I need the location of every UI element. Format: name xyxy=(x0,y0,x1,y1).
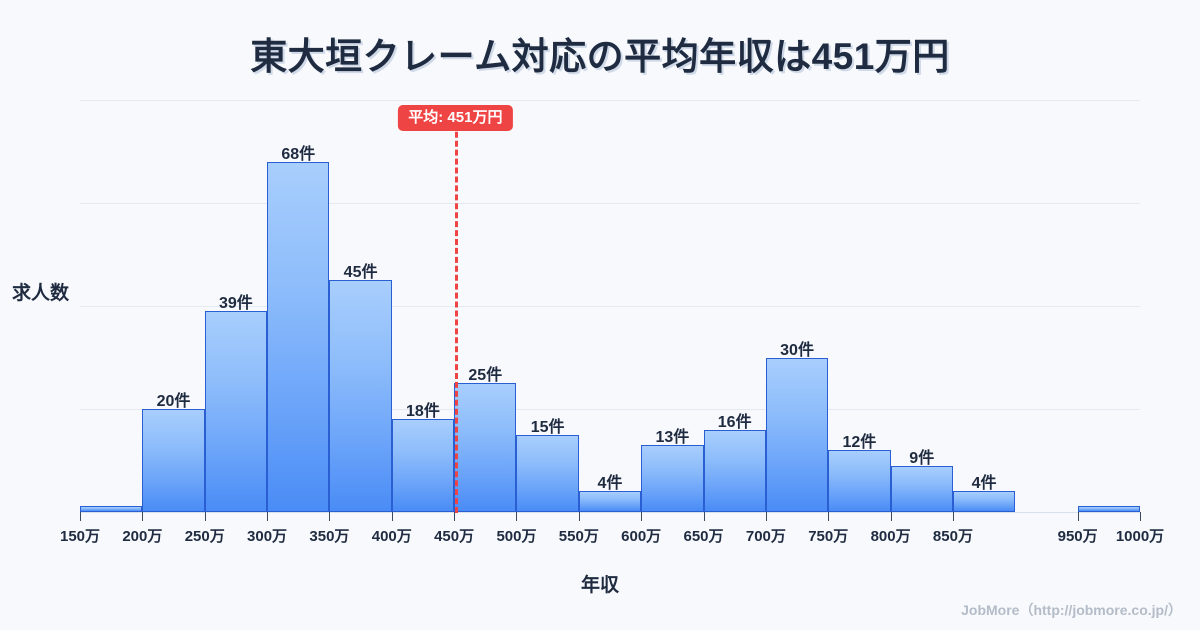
bar[interactable] xyxy=(828,450,891,512)
x-axis-tick-label: 800万 xyxy=(870,528,911,545)
x-axis-tick-label: 400万 xyxy=(371,528,412,545)
bar-value-label: 68件 xyxy=(281,145,316,163)
bar[interactable] xyxy=(952,491,1016,512)
x-axis-tick-label: 200万 xyxy=(122,528,163,545)
x-axis-tick xyxy=(890,512,892,521)
x-axis-tick xyxy=(267,512,269,521)
average-line xyxy=(455,105,459,513)
bar[interactable] xyxy=(516,434,579,512)
gridline xyxy=(80,100,1140,101)
gridline xyxy=(80,203,1140,204)
bar[interactable] xyxy=(267,161,330,512)
x-axis-tick-label: 300万 xyxy=(247,528,288,545)
x-axis-tick xyxy=(765,512,767,521)
average-badge: 平均: 451万円 xyxy=(398,105,513,132)
footer-credit: JobMore（http://jobmore.co.jp/） xyxy=(961,602,1182,618)
bar[interactable] xyxy=(80,506,143,512)
x-axis-tick xyxy=(454,512,456,521)
x-axis-tick-label: 700万 xyxy=(745,528,786,545)
bar[interactable] xyxy=(765,357,829,512)
x-axis-tick-label: 600万 xyxy=(621,528,662,545)
bar-value-label: 16件 xyxy=(717,413,752,431)
x-axis-tick xyxy=(516,512,518,521)
bar-value-label: 4件 xyxy=(597,475,623,493)
bar-value-label: 25件 xyxy=(468,367,503,385)
x-axis-tick-label: 850万 xyxy=(932,528,973,545)
bar[interactable] xyxy=(454,383,517,512)
x-axis-tick-label: 1000万 xyxy=(1115,528,1165,545)
bar[interactable] xyxy=(1077,506,1140,512)
x-axis-tick-label: 950万 xyxy=(1057,528,1098,545)
x-axis-tick xyxy=(952,512,954,521)
y-axis-title: 求人数 xyxy=(12,283,70,304)
x-axis-tick xyxy=(80,512,81,521)
bar[interactable] xyxy=(641,445,704,512)
x-axis-tick-label: 750万 xyxy=(808,528,849,545)
bar-value-label: 12件 xyxy=(842,434,877,452)
bar-value-label: 18件 xyxy=(406,403,440,421)
x-axis-tick xyxy=(641,512,643,521)
x-axis-tick xyxy=(329,512,331,521)
x-axis-tick xyxy=(204,512,206,521)
gridline xyxy=(80,409,1140,410)
bar-value-label: 9件 xyxy=(909,449,935,467)
gridline xyxy=(80,306,1140,307)
x-axis-tick-label: 650万 xyxy=(683,528,724,545)
bar[interactable] xyxy=(142,409,205,512)
bar[interactable] xyxy=(578,491,642,512)
x-axis-tick xyxy=(1077,512,1079,521)
x-axis-tick xyxy=(703,512,705,521)
plot-area: 20件 39件 68件 45件 18件 25件 15件 4件 13件 16件 30件 12件 9件 4件 xyxy=(80,100,1140,512)
x-axis-tick-label: 450万 xyxy=(434,528,475,545)
x-axis-tick-label: 250万 xyxy=(184,528,225,545)
x-axis-tick-label: 150万 xyxy=(59,528,101,545)
bar[interactable] xyxy=(204,311,268,512)
bar[interactable] xyxy=(329,280,392,512)
x-axis-tick-label: 350万 xyxy=(309,528,350,545)
bar-value-label: 39件 xyxy=(218,295,253,313)
x-axis-tick-label: 550万 xyxy=(558,528,599,545)
x-axis-baseline xyxy=(80,512,1140,513)
x-axis-tick xyxy=(1140,512,1141,521)
bar[interactable] xyxy=(890,465,953,512)
bar-value-label: 30件 xyxy=(780,341,814,359)
x-axis-tick xyxy=(828,512,830,521)
x-axis-tick xyxy=(391,512,393,521)
bar-value-label: 4件 xyxy=(971,475,997,493)
bar-value-label: 20件 xyxy=(156,393,191,410)
bar[interactable] xyxy=(391,419,455,512)
bar-value-label: 45件 xyxy=(343,264,378,282)
x-axis-tick xyxy=(578,512,580,521)
bar-value-label: 15件 xyxy=(530,418,565,436)
x-axis-title: 年収 xyxy=(580,575,619,596)
page-title: 東大垣クレーム対応の平均年収は451万円 xyxy=(250,36,950,77)
x-axis-tick-label: 500万 xyxy=(496,528,537,545)
bar-value-label: 13件 xyxy=(655,429,690,447)
x-axis-tick xyxy=(142,512,144,521)
bar[interactable] xyxy=(703,429,766,512)
